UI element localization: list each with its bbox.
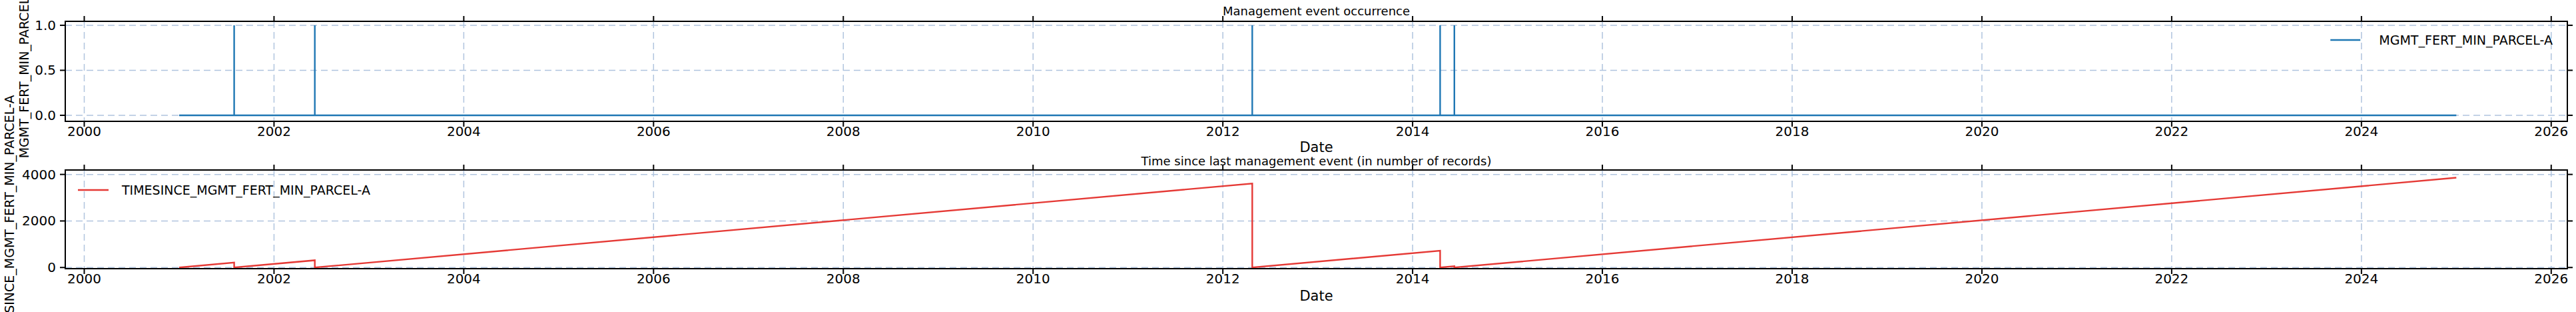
- x-tick-label: 2020: [1965, 123, 1999, 139]
- x-tick-label: 2014: [1396, 123, 1430, 139]
- y-axis-label: MGMT_FERT_MIN_PARCEL-A: [17, 0, 32, 158]
- x-tick-label: 2024: [2344, 271, 2378, 287]
- y-tick-label: 4000: [22, 167, 56, 183]
- series-line-TIMESINCE_MGMT_FERT_MIN_PARCEL-A: [179, 178, 2456, 268]
- chart-title: Time since last management event (in num…: [1141, 154, 1492, 168]
- y-tick-label: 0.0: [35, 107, 56, 123]
- legend-label: TIMESINCE_MGMT_FERT_MIN_PARCEL-A: [121, 183, 370, 198]
- x-tick-label: 2022: [2154, 271, 2188, 287]
- y-axis-label: TIMESINCE_MGMT_FERT_MIN_PARCEL-A: [2, 95, 17, 312]
- legend-label: MGMT_FERT_MIN_PARCEL-A: [2379, 33, 2553, 48]
- y-tick-label: 2000: [22, 213, 56, 229]
- x-tick-label: 2026: [2534, 123, 2568, 139]
- x-tick-label: 2010: [1016, 123, 1050, 139]
- x-axis-label: Date: [1299, 139, 1333, 155]
- x-tick-label: 2004: [447, 123, 481, 139]
- charts-canvas: 2000 2002 2004 2006 2008 2010 2012 2014 2016 2018…: [0, 0, 2576, 312]
- x-tick-label: 2008: [826, 123, 860, 139]
- x-tick-label: 2000: [67, 123, 101, 139]
- x-tick-label: 2014: [1396, 271, 1430, 287]
- x-axis-label: Date: [1299, 288, 1333, 304]
- x-tick-label: 2006: [637, 271, 671, 287]
- y-tick-label: 0.5: [35, 62, 56, 78]
- x-tick-label: 2012: [1206, 123, 1240, 139]
- y-tick-label: 0: [47, 259, 56, 275]
- x-tick-label: 2020: [1965, 271, 1999, 287]
- x-tick-label: 2026: [2534, 271, 2568, 287]
- x-tick-label: 2024: [2344, 123, 2378, 139]
- x-tick-label: 2016: [1586, 123, 1620, 139]
- x-tick-label: 2002: [257, 271, 291, 287]
- y-tick-label: 1.0: [35, 17, 56, 33]
- x-tick-label: 2016: [1586, 271, 1620, 287]
- x-tick-label: 2010: [1016, 271, 1050, 287]
- x-tick-label: 2004: [447, 271, 481, 287]
- x-tick-label: 2022: [2154, 123, 2188, 139]
- axes-spines: [65, 21, 2567, 121]
- chart-title: Management event occurrence: [1223, 4, 1410, 18]
- x-tick-label: 2018: [1775, 123, 1809, 139]
- x-tick-label: 2002: [257, 123, 291, 139]
- x-tick-label: 2012: [1206, 271, 1240, 287]
- x-tick-label: 2008: [826, 271, 860, 287]
- x-tick-label: 2006: [637, 123, 671, 139]
- x-tick-label: 2018: [1775, 271, 1809, 287]
- figure: 2000 2002 2004 2006 2008 2010 2012 2014 2016 2018…: [0, 0, 2576, 312]
- x-tick-label: 2000: [67, 271, 101, 287]
- axes-spines: [65, 170, 2567, 269]
